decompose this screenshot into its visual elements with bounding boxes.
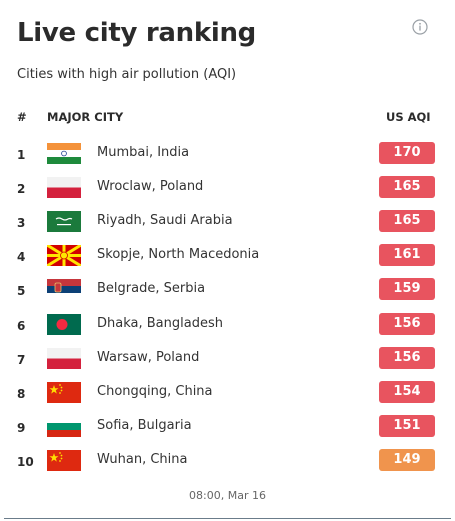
city-name[interactable]: Mumbai, India <box>97 145 190 160</box>
aqi-badge: 161 <box>379 244 435 267</box>
ranking-row[interactable]: 8 Chongqing, China 154 <box>0 378 455 412</box>
ranking-row[interactable]: 6 Dhaka, Bangladesh 156 <box>0 310 455 344</box>
rank-number: 2 <box>17 182 26 197</box>
bangladesh-flag-icon <box>47 313 81 335</box>
column-header-city: MAJOR CITY <box>47 110 124 124</box>
city-name[interactable]: Chongqing, China <box>97 383 213 399</box>
ranking-row[interactable]: 3 Riyadh, Saudi Arabia 165 <box>0 207 455 241</box>
north-macedonia-flag-icon <box>47 245 81 267</box>
india-flag-icon <box>47 143 81 164</box>
rank-number: 4 <box>17 250 26 265</box>
ranking-row[interactable]: 2 Wroclaw, Poland 165 <box>0 173 455 207</box>
city-name[interactable]: Wroclaw, Poland <box>97 179 204 195</box>
city-name[interactable]: Warsaw, Poland <box>97 349 200 365</box>
rank-number: 7 <box>17 352 26 367</box>
city-name[interactable]: Riyadh, Saudi Arabia <box>97 213 233 229</box>
column-header-rank: # <box>17 110 27 124</box>
aqi-badge: 165 <box>379 176 435 199</box>
poland-flag-icon <box>47 347 81 369</box>
subtitle: Cities with high air pollution (AQI) <box>17 67 237 82</box>
city-name[interactable]: Belgrade, Serbia <box>97 281 206 297</box>
ranking-row[interactable]: 1 Mumbai, India 170 <box>0 139 455 173</box>
ranking-row[interactable]: 10 Wuhan, China 149 <box>0 446 455 480</box>
rank-number: 3 <box>17 216 26 231</box>
aqi-badge: 170 <box>379 142 435 164</box>
aqi-badge: 149 <box>379 448 435 471</box>
divider <box>4 518 451 519</box>
aqi-badge: 156 <box>379 346 435 369</box>
poland-flag-icon <box>47 177 81 199</box>
aqi-badge: 165 <box>379 210 435 233</box>
rank-number: 9 <box>17 420 26 435</box>
ranking-row[interactable]: 7 Warsaw, Poland 156 <box>0 344 455 378</box>
timestamp: 08:00, Mar 16 <box>189 489 266 502</box>
column-header-aqi: US AQI <box>386 110 431 124</box>
rank-number: 6 <box>17 318 26 333</box>
serbia-flag-icon <box>47 279 81 301</box>
aqi-badge: 159 <box>379 278 435 301</box>
china-flag-icon <box>47 449 81 471</box>
saudi-arabia-flag-icon <box>47 211 81 233</box>
rank-number: 1 <box>17 148 26 162</box>
ranking-row[interactable]: 4 Skopje, North Macedonia 161 <box>0 241 455 275</box>
rank-number: 5 <box>17 284 26 299</box>
aqi-badge: 156 <box>379 312 435 335</box>
page-title: Live city ranking <box>17 18 256 48</box>
city-name[interactable]: Wuhan, China <box>97 451 188 467</box>
info-icon[interactable] <box>412 19 428 35</box>
aqi-badge: 151 <box>379 414 435 437</box>
rank-number: 8 <box>17 386 26 401</box>
bulgaria-flag-icon <box>47 415 81 437</box>
china-flag-icon <box>47 381 81 403</box>
aqi-badge: 154 <box>379 380 435 403</box>
city-name[interactable]: Sofia, Bulgaria <box>97 417 192 433</box>
ranking-row[interactable]: 9 Sofia, Bulgaria 151 <box>0 412 455 446</box>
city-name[interactable]: Skopje, North Macedonia <box>97 247 260 263</box>
ranking-row[interactable]: 5 Belgrade, Serbia 159 <box>0 275 455 309</box>
city-name[interactable]: Dhaka, Bangladesh <box>97 315 223 331</box>
rank-number: 10 <box>17 454 34 469</box>
